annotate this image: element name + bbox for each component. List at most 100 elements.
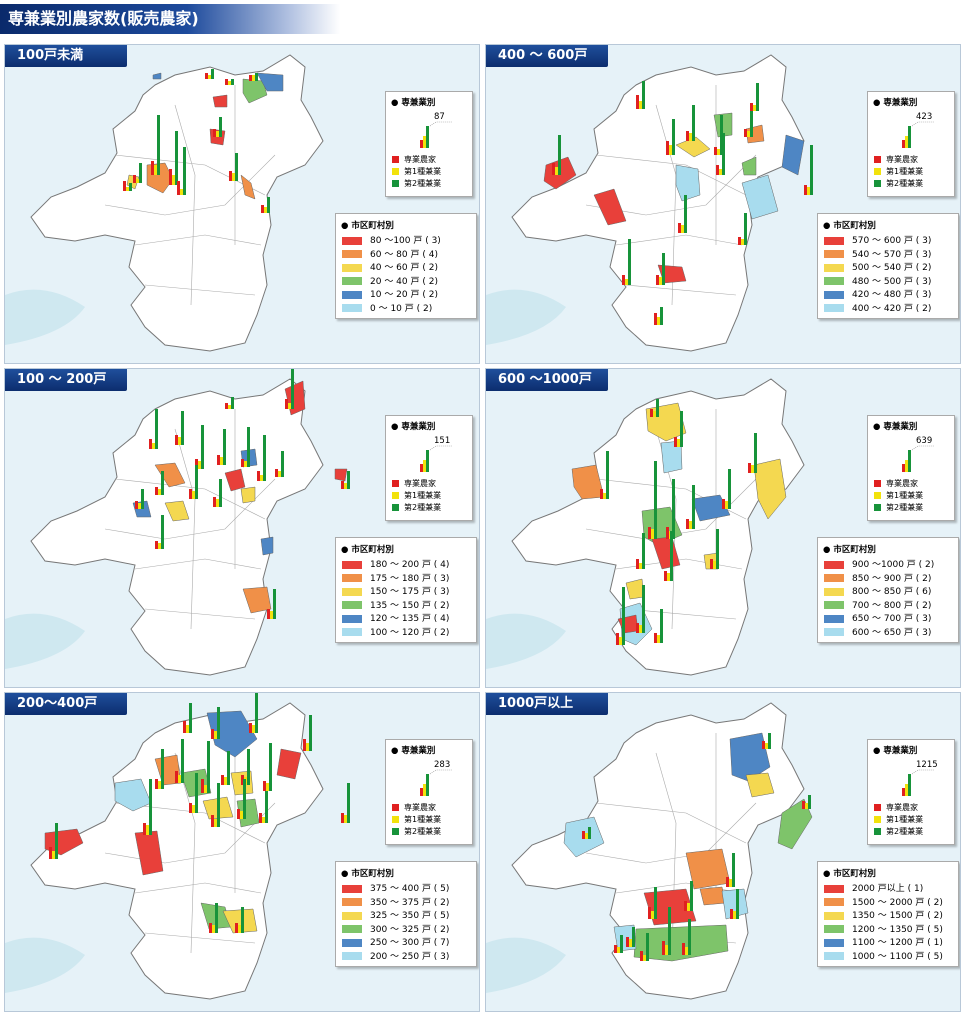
legend-sample-value: 639	[916, 436, 933, 446]
farm-type-bar	[201, 425, 204, 469]
legend-class-label: 200 ～ 250 戸 ( 3)	[370, 951, 450, 962]
farm-type-bar	[281, 451, 284, 477]
farm-type-bar	[126, 187, 129, 191]
legend-farm-type-item: 専業農家	[874, 802, 923, 814]
farm-type-bar	[138, 503, 141, 509]
legend-label: 専業農家	[886, 155, 918, 164]
farm-type-bar	[670, 531, 673, 581]
farm-type-bar	[628, 239, 631, 285]
farm-type-bar	[149, 779, 152, 835]
municipality-region	[593, 188, 627, 226]
farm-type-bar	[750, 103, 753, 111]
farm-type-bar	[555, 167, 558, 175]
farm-type-bar	[270, 611, 273, 619]
legend-swatch	[392, 180, 399, 187]
legend-class-swatch	[824, 290, 844, 299]
legend-class-label: 1200 ～ 1350 戸 ( 5)	[852, 924, 943, 935]
farm-type-bar	[680, 411, 683, 447]
farm-type-bar	[716, 529, 719, 569]
municipality-region	[224, 468, 246, 492]
prefecture-map	[486, 702, 813, 1000]
farm-type-bar	[717, 149, 720, 155]
farm-type-bar	[211, 815, 214, 827]
farm-type-bar	[231, 397, 234, 409]
legend-sample-value: 1215	[916, 760, 938, 770]
legend-farm-type-item: 第1種兼業	[874, 490, 923, 502]
farm-type-bar	[155, 541, 158, 549]
farm-type-bar	[155, 487, 158, 495]
farm-type-bar	[169, 169, 172, 185]
legend-farm-type-item: 専業農家	[392, 478, 441, 490]
farm-type-bar	[219, 117, 222, 137]
legend-class-label: 850 ～ 900 戸 ( 2)	[852, 573, 932, 584]
legend-municipality-title: ● 市区町村別	[341, 545, 394, 555]
legend-swatch	[392, 504, 399, 511]
farm-type-bar	[267, 609, 270, 619]
farm-type-bar	[643, 955, 646, 961]
legend-farm-type: ● 専兼業別 1215 専業農家 第1種兼業 第2種兼業	[867, 739, 955, 845]
farm-type-bar	[642, 81, 645, 109]
farm-type-bar	[201, 779, 204, 793]
farm-type-bar	[685, 947, 688, 955]
legend-class-item: 650 ～ 700 戸 ( 3)	[824, 613, 934, 627]
farm-type-bar	[668, 907, 671, 955]
legend-farm-type-item: 第1種兼業	[874, 814, 923, 826]
farm-type-bar	[582, 831, 585, 839]
farm-type-bar	[259, 813, 262, 823]
municipality-region	[571, 464, 605, 500]
municipality-region	[777, 798, 813, 850]
municipality-region	[114, 778, 152, 812]
legend-farm-type-item: 第1種兼業	[874, 166, 923, 178]
legend-swatch	[392, 492, 399, 499]
farm-type-bar	[172, 175, 175, 185]
farm-type-bar	[669, 145, 672, 155]
farm-type-bar	[606, 451, 609, 499]
farm-type-bar	[192, 491, 195, 499]
municipality-region	[699, 886, 727, 906]
legend-swatch	[874, 492, 881, 499]
legend-class-item: 480 ～ 500 戸 ( 3)	[824, 276, 931, 290]
farm-type-bar	[664, 571, 667, 581]
legend-municipality-title: ● 市区町村別	[823, 869, 876, 879]
farm-type-bar	[730, 909, 733, 919]
farm-type-bar	[49, 847, 52, 859]
farm-type-bar	[741, 239, 744, 245]
legend-class-swatch	[824, 628, 844, 636]
municipality-region	[240, 486, 256, 504]
legend-swatch	[392, 828, 399, 835]
farm-type-bar	[227, 751, 230, 785]
farm-type-bar	[617, 947, 620, 953]
farm-type-bar	[619, 637, 622, 645]
farm-type-bar	[195, 459, 198, 469]
legend-class-swatch	[824, 277, 844, 285]
legend-class-item: 80 ～100 戸 ( 3)	[342, 235, 441, 249]
farm-type-bar	[151, 161, 154, 175]
farm-type-bar	[273, 589, 276, 619]
legend-class-label: 420 ～ 480 戸 ( 3)	[852, 290, 932, 300]
farm-type-bar	[716, 165, 719, 175]
farm-type-bar	[241, 775, 244, 785]
legend-class-label: 480 ～ 500 戸 ( 3)	[852, 276, 932, 287]
farm-type-bar	[646, 933, 649, 961]
farm-type-bar	[688, 919, 691, 955]
farm-type-bar	[710, 559, 713, 569]
panel-tab: 100戸未満	[5, 45, 127, 67]
legend-sample-bars	[420, 121, 452, 148]
legend-swatch	[874, 804, 881, 811]
farm-type-bar	[651, 911, 654, 919]
farm-type-bar	[588, 827, 591, 839]
farm-type-bar	[651, 529, 654, 539]
legend-sample-value: 423	[916, 112, 933, 122]
farm-type-bar	[686, 519, 689, 529]
farm-type-bar	[726, 877, 729, 887]
farm-type-bar	[52, 851, 55, 859]
legend-class-swatch	[342, 911, 362, 920]
farm-type-bar	[214, 731, 217, 739]
farm-type-bar	[180, 189, 183, 195]
legend-farm-type: ● 専兼業別 87 専業農家 第1種兼業 第2種兼業	[385, 91, 473, 197]
farm-type-bar	[228, 405, 231, 409]
legend-class-swatch	[824, 601, 844, 609]
legend-class-swatch	[824, 236, 844, 245]
farm-type-bar	[614, 945, 617, 953]
farm-type-bar	[648, 527, 651, 539]
